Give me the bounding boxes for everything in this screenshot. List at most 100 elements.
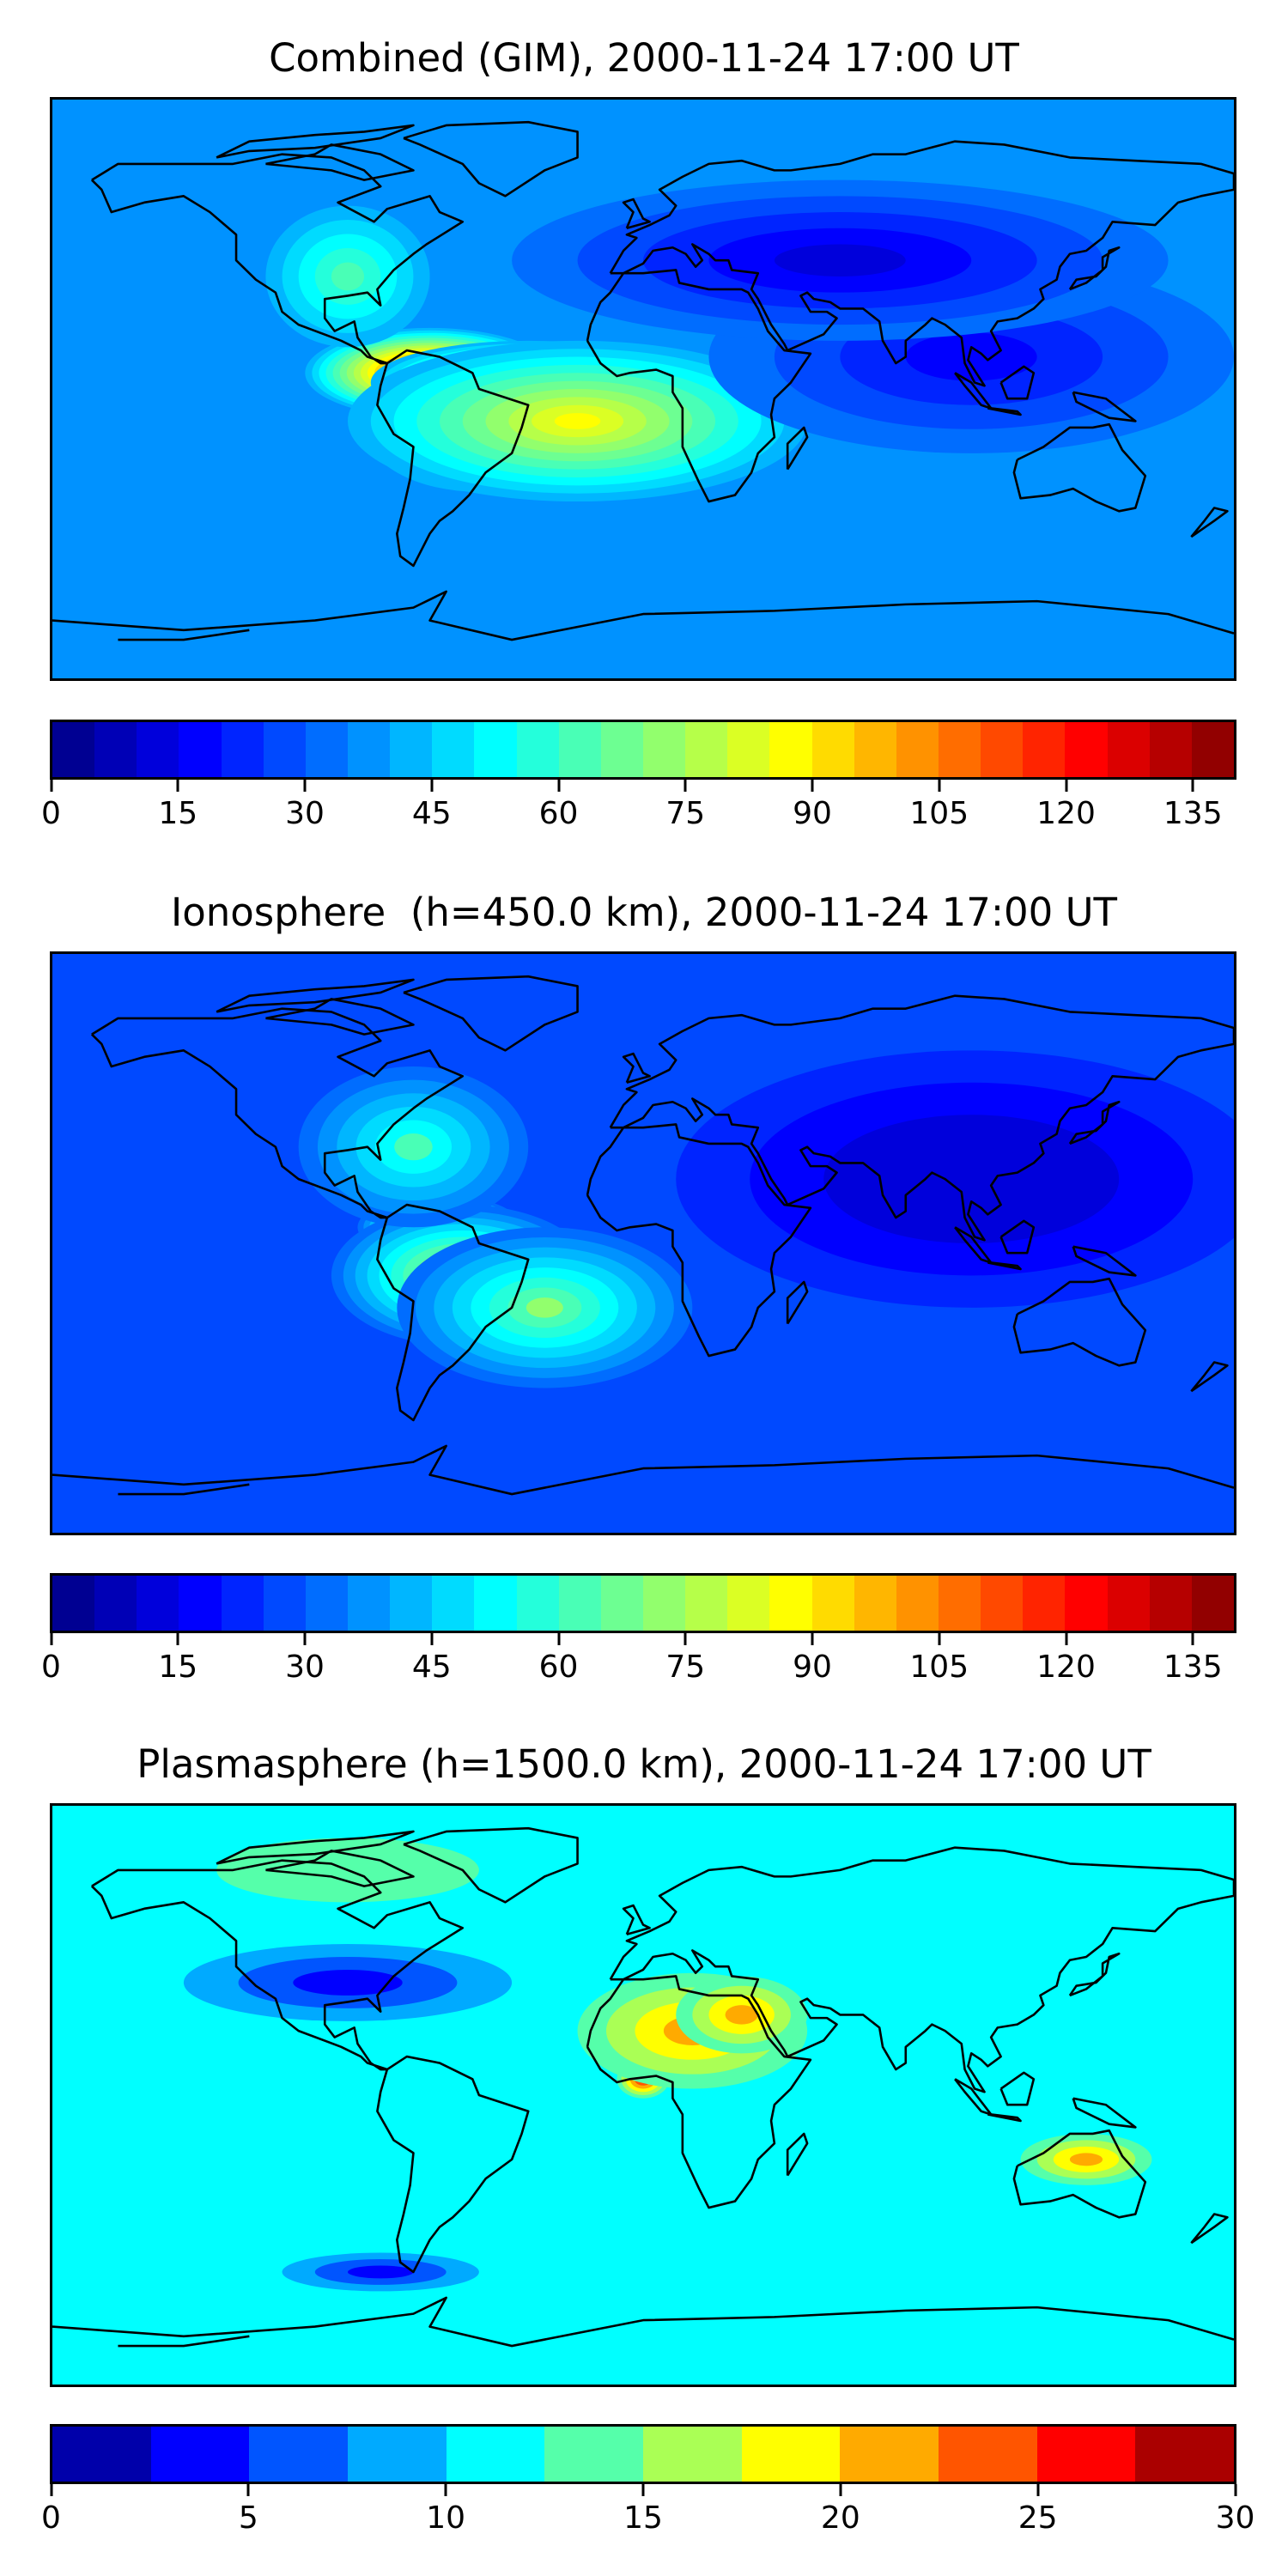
coastline-3 [611, 996, 1234, 1241]
colorbar-tick [683, 1633, 687, 1645]
colorbar-segment [938, 722, 981, 777]
colorbar-segment [938, 1576, 981, 1631]
panel-2-title: Ionosphere (h=450.0 km), 2000-11-24 17:0… [170, 890, 1118, 935]
colorbar-tick [303, 780, 307, 792]
colorbar-segment [347, 1576, 391, 1631]
colorbar-segment [1036, 2427, 1136, 2482]
colorbar-segment [179, 1576, 222, 1631]
colorbar-tick-label: 90 [793, 796, 832, 831]
coastline-12 [787, 1282, 807, 1324]
coastline-0 [92, 155, 463, 363]
coastline-2 [404, 976, 578, 1050]
colorbar-segment [221, 722, 264, 777]
colorbar-tick [557, 1633, 560, 1645]
colorbar-segment [137, 1576, 179, 1631]
colorbar-tick [430, 1633, 434, 1645]
colorbar-segment [727, 722, 770, 777]
panel-1-field-svg [52, 100, 1234, 678]
coastline-9 [987, 408, 1020, 414]
coastline-13 [1191, 1363, 1227, 1392]
colorbar-tick-label: 0 [41, 796, 61, 831]
colorbar-tick-label: 105 [909, 796, 969, 831]
colorbar-tick-label: 15 [623, 2500, 663, 2536]
colorbar-segment [642, 1576, 686, 1631]
colorbar-segment [854, 722, 896, 777]
coastline-15 [118, 1485, 249, 1494]
coastline-8 [955, 2079, 991, 2114]
colorbar-segment [1065, 722, 1108, 777]
colorbar-segment [1191, 722, 1234, 777]
colorbar-tick [444, 2484, 447, 2496]
colorbar-tick-label: 20 [820, 2500, 860, 2536]
coastline-9 [987, 2114, 1020, 2120]
coastline-2 [404, 1828, 578, 1902]
colorbar-tick [1191, 780, 1194, 792]
colorbar-tick [246, 2484, 250, 2496]
colorbar-tick-label: 105 [909, 1649, 969, 1685]
coastline-7 [1070, 247, 1119, 289]
colorbar-segment [685, 722, 728, 777]
colorbar-segment [150, 2427, 250, 2482]
coastline-10 [1001, 2073, 1034, 2105]
contour-3-level-1 [554, 413, 601, 429]
colorbar-segment [390, 1576, 433, 1631]
colorbar-tick-label: 15 [158, 796, 198, 831]
colorbar-segment [347, 722, 391, 777]
coastline-5 [1014, 1279, 1145, 1365]
coastline-10 [1001, 367, 1034, 398]
colorbar-segment [52, 2427, 151, 2482]
coastline-14 [52, 592, 1234, 640]
colorbar-tick [50, 780, 52, 792]
colorbar-segment [516, 722, 559, 777]
panel-2-field-svg [52, 954, 1234, 1533]
coastline-15 [118, 630, 249, 640]
colorbar-segment [1191, 1576, 1234, 1631]
coastline-1 [377, 350, 528, 566]
coastline-14 [52, 1446, 1234, 1494]
colorbar-segment [432, 722, 475, 777]
colorbar-tick-label: 75 [665, 796, 706, 831]
panel-2-colorbar [50, 1573, 1236, 1633]
colorbar-segment [1023, 722, 1066, 777]
colorbar-tick [557, 780, 560, 792]
coastline-1 [377, 2057, 528, 2272]
coastline-8 [955, 1227, 991, 1262]
colorbar-segment [1107, 722, 1150, 777]
colorbar-segment [474, 1576, 517, 1631]
colorbar-segment [390, 722, 433, 777]
colorbar-segment [1149, 1576, 1192, 1631]
colorbar-segment [811, 1576, 854, 1631]
coastline-11 [1073, 1247, 1136, 1276]
colorbar-segment [544, 2427, 644, 2482]
colorbar-segment [896, 722, 939, 777]
panel-3-colorbar [50, 2424, 1236, 2484]
colorbar-tick [1065, 780, 1067, 792]
coastline-0 [92, 1009, 463, 1218]
colorbar-tick [938, 780, 941, 792]
panel-3-field-svg [52, 1806, 1234, 2385]
colorbar-segment [840, 2427, 939, 2482]
coastline-5 [1014, 424, 1145, 511]
colorbar-tick [683, 780, 687, 792]
contour-3-level-1 [526, 1297, 563, 1318]
coastline-4 [587, 1124, 811, 1356]
colorbar-tick [1234, 2484, 1236, 2496]
colorbar-segment [94, 1576, 137, 1631]
colorbar-tick [811, 1633, 814, 1645]
colorbar-tick-label: 30 [1215, 2500, 1255, 2536]
colorbar-tick-label: 120 [1036, 1649, 1096, 1685]
colorbar-segment [811, 722, 854, 777]
colorbar-segment [896, 1576, 939, 1631]
colorbar-tick-label: 30 [285, 796, 325, 831]
coastline-17 [216, 980, 413, 1012]
colorbar-tick-label: 90 [793, 1649, 832, 1685]
coastline-3 [611, 1848, 1234, 2093]
colorbar-tick-label: 135 [1163, 1649, 1223, 1685]
colorbar-segment [221, 1576, 264, 1631]
coastline-6 [623, 199, 650, 228]
panel-3-colorbar-ticks: 0 5 10 15 20 25 30 [41, 2484, 1255, 2536]
coastline-9 [987, 1262, 1020, 1268]
colorbar-segment [685, 1576, 728, 1631]
colorbar-tick-label: 60 [538, 796, 579, 831]
coastline-3 [611, 142, 1234, 386]
